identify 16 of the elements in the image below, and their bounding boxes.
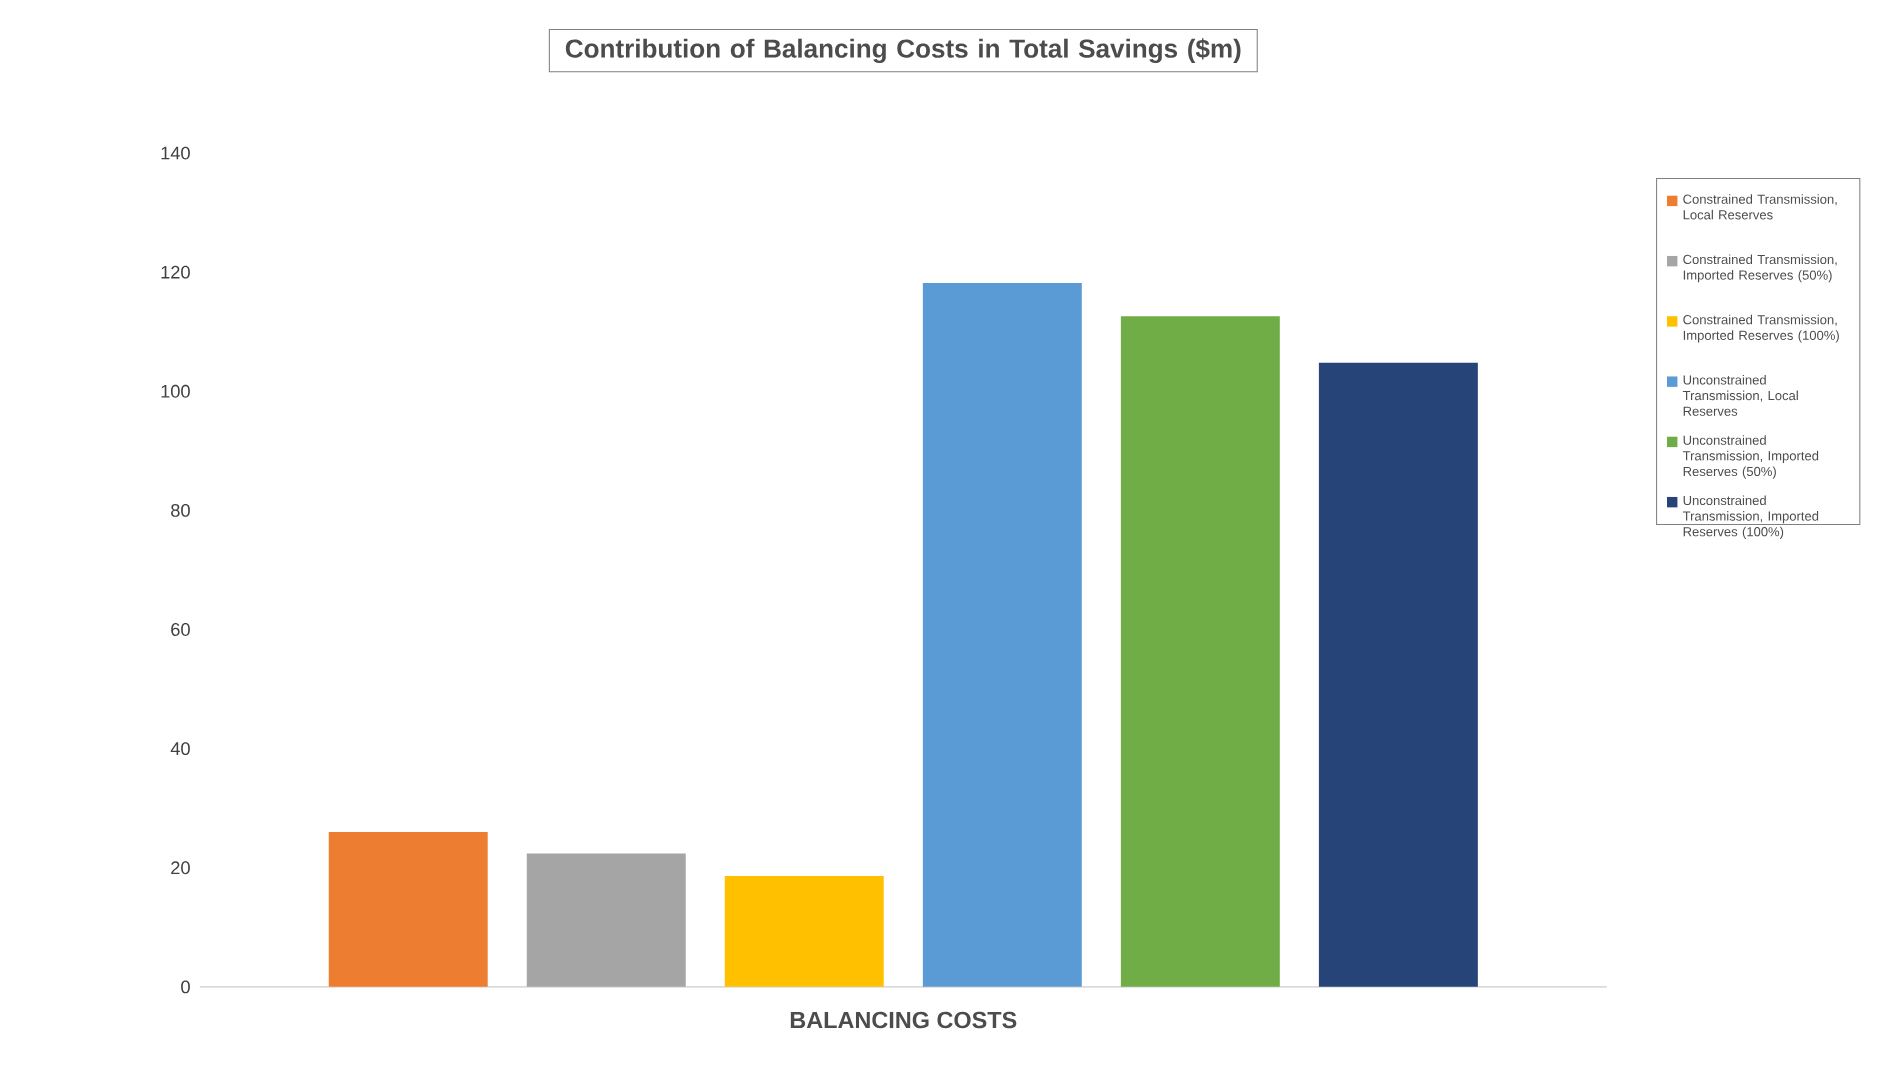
- bar: [922, 283, 1082, 988]
- x-tick-label: BALANCING COSTS: [790, 1012, 1017, 1029]
- bar: [1120, 316, 1280, 988]
- bar: [724, 876, 884, 988]
- y-tick-label: 80: [171, 504, 190, 518]
- bar: [1318, 363, 1478, 988]
- y-tick-label: 40: [170, 742, 190, 756]
- y-tick-label: 100: [161, 385, 190, 399]
- y-tick-label: 0: [181, 980, 190, 994]
- y-tick-label: 20: [171, 861, 190, 875]
- y-tick-label: 120: [161, 266, 190, 280]
- y-tick-label: 140: [161, 147, 190, 160]
- bar: [526, 853, 686, 988]
- bar: [328, 832, 488, 988]
- y-tick-label: 60: [171, 623, 190, 637]
- chart-title: Contribution of Balancing Costs in Total Savings ($m): [565, 38, 1241, 64]
